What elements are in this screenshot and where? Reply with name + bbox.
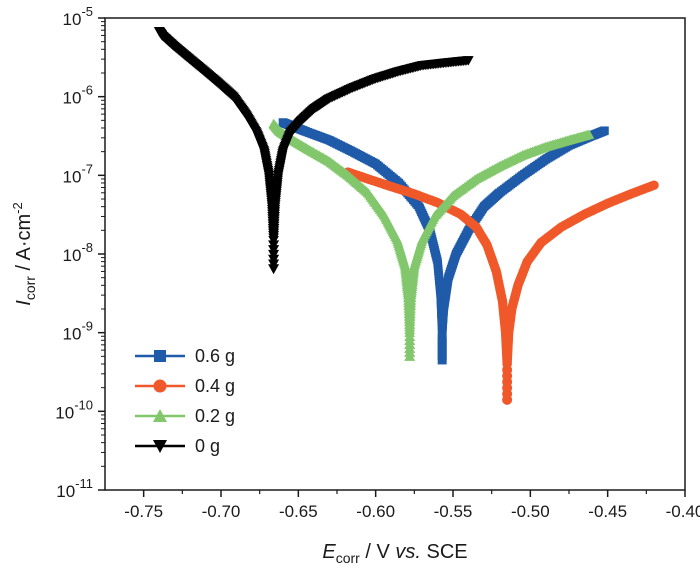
y-tick-label: 10-6 xyxy=(63,83,93,108)
y-tick-base: 10 xyxy=(63,10,82,29)
data-point xyxy=(649,180,659,190)
x-tick-label: -0.40 xyxy=(666,502,700,521)
legend-item: 0.4 g xyxy=(135,376,235,396)
series-0-4-g xyxy=(343,167,659,405)
y-axis-title-rest: / A·cm xyxy=(13,214,35,276)
data-point xyxy=(600,126,609,135)
y-axis-title: Icorr / A·cm-2 xyxy=(10,202,38,305)
legend-label: 0.6 g xyxy=(195,346,235,366)
x-axis-title: Ecorr / V vs. SCE xyxy=(322,541,467,566)
legend: 0.6 g 0.4 g 0.2 g 0 g xyxy=(135,346,235,456)
data-point xyxy=(437,332,447,342)
data-point xyxy=(502,394,513,405)
x-tick-label: -0.55 xyxy=(434,502,473,521)
legend-label: 0.4 g xyxy=(195,376,235,396)
y-tick-base: 10 xyxy=(55,403,74,422)
legend-label: 0.2 g xyxy=(195,406,235,426)
data-point xyxy=(463,56,474,66)
data-point xyxy=(404,350,416,361)
x-axis-title-italic: vs. xyxy=(395,541,421,563)
x-tick-label: -0.50 xyxy=(511,502,550,521)
x-tick-label: -0.60 xyxy=(356,502,395,521)
x-axis-title-main: E xyxy=(322,541,336,563)
x-tick-label: -0.75 xyxy=(124,502,163,521)
plot-frame xyxy=(104,17,686,491)
legend-item: 0 g xyxy=(135,436,220,456)
y-axis-title-sub: corr xyxy=(22,276,38,300)
y-tick-exp: -9 xyxy=(81,319,93,334)
y-tick-exp: -11 xyxy=(75,476,93,491)
x-tick-label: -0.65 xyxy=(279,502,318,521)
y-tick-exp: -7 xyxy=(81,161,93,176)
y-axis-title-main: I xyxy=(13,300,35,306)
x-axis-title-rest: / V xyxy=(360,541,396,563)
x-axis-title-tail: SCE xyxy=(421,541,468,563)
y-tick-exp: -5 xyxy=(81,4,93,19)
x-tick-label: -0.70 xyxy=(202,502,241,521)
y-tick-label: 10-8 xyxy=(63,240,93,265)
data-point xyxy=(437,341,447,351)
y-tick-exp: -6 xyxy=(81,83,93,98)
legend-marker xyxy=(153,409,167,422)
y-tick-base: 10 xyxy=(63,89,82,108)
series-0-2-g xyxy=(268,118,595,361)
data-point xyxy=(268,264,280,275)
x-tick-label: -0.45 xyxy=(588,502,627,521)
x-axis-ticks: -0.75 -0.70 -0.65 -0.60 -0.55 -0.50 -0.45 -0.40 xyxy=(124,490,700,521)
legend-marker xyxy=(153,440,167,453)
y-tick-label: 10-7 xyxy=(63,161,93,186)
y-tick-base: 10 xyxy=(63,246,82,265)
y-tick-base: 10 xyxy=(63,167,82,186)
legend-marker xyxy=(154,350,166,362)
data-point xyxy=(437,346,447,356)
data-point xyxy=(437,355,447,365)
y-axis-title-sup: -2 xyxy=(10,202,25,214)
legend-item: 0.6 g xyxy=(135,346,235,366)
data-point xyxy=(583,129,595,139)
series-group xyxy=(153,26,659,405)
legend-label: 0 g xyxy=(195,436,220,456)
y-tick-base: 10 xyxy=(63,325,82,344)
y-tick-exp: -10 xyxy=(74,397,93,412)
x-axis-title-sub: corr xyxy=(336,550,360,566)
data-point xyxy=(437,350,447,360)
series-0-g xyxy=(153,26,474,275)
y-tick-label: 10-10 xyxy=(55,397,93,422)
series-0-6-g xyxy=(278,118,609,365)
plot-area: -0.75 -0.70 -0.65 -0.60 -0.55 -0.50 -0.45 -0.40… xyxy=(55,4,700,521)
y-tick-label: 10-5 xyxy=(63,4,93,29)
legend-item: 0.2 g xyxy=(135,406,235,426)
data-point xyxy=(437,337,447,347)
y-tick-label: 10-11 xyxy=(56,476,93,501)
y-tick-base: 10 xyxy=(56,482,75,501)
y-tick-exp: -8 xyxy=(81,240,93,255)
legend-marker xyxy=(153,379,167,393)
y-tick-label: 10-9 xyxy=(63,319,93,344)
